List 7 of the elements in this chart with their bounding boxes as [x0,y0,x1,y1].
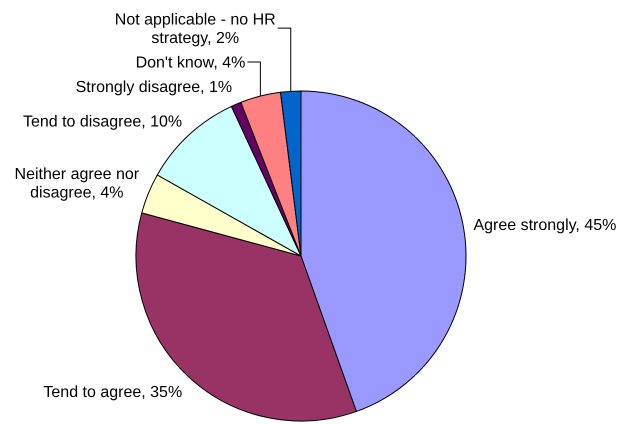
slice-label: Strongly disagree, 1% [76,79,232,96]
slice-label: Agree strongly, 45% [473,217,616,234]
slice-label: Neither agree nor disagree, 4% [14,166,140,202]
slice-label: Tend to agree, 35% [43,384,182,401]
slice-label: Tend to disagree, 10% [22,113,182,130]
slice-label: Not applicable - no HR strategy, 2% [114,11,276,47]
slice-label: Don't know, 4% [136,54,246,72]
